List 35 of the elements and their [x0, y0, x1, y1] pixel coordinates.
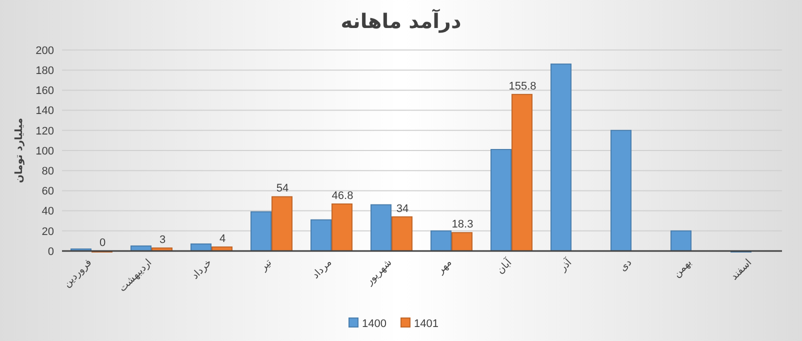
data-label: 4: [219, 232, 226, 245]
y-tick-label: 120: [36, 125, 54, 138]
y-tick-label: 100: [36, 145, 54, 158]
y-tick-label: 140: [36, 105, 54, 118]
y-tick-label: 0: [48, 246, 54, 258]
x-tick-label: شهریور: [364, 257, 394, 288]
data-label: 54: [276, 182, 289, 195]
x-tick-label: مرداد: [310, 257, 334, 282]
chart-title: درآمد ماهانه: [340, 8, 462, 33]
y-tick-label: 20: [42, 226, 54, 238]
x-tick-label: اسفند: [729, 257, 754, 282]
x-tick-label: فروردین: [62, 257, 94, 290]
y-tick-label: 180: [36, 64, 54, 77]
x-tick-label: تیر: [258, 257, 274, 274]
y-tick-label: 40: [42, 206, 54, 218]
data-label: 155.8: [508, 80, 536, 92]
x-tick-label: آبان: [494, 255, 515, 276]
data-label: 46.8: [332, 190, 354, 202]
y-axis-title: میلیارد تومان: [14, 118, 25, 184]
x-tick-label: مهر: [434, 257, 454, 277]
data-label: 0: [99, 237, 106, 249]
x-tick-label: آذر: [556, 255, 575, 274]
x-tick-label: اردیبهشت: [117, 257, 154, 294]
data-label: 3: [159, 234, 166, 246]
x-tick-label: بهمن: [672, 257, 694, 280]
y-tick-label: 200: [36, 44, 54, 57]
y-tick-label: 80: [42, 165, 54, 178]
legend-label: 1401: [414, 318, 438, 330]
y-tick-label: 60: [42, 186, 54, 198]
y-tick-label: 160: [36, 85, 54, 98]
legend-label: 1400: [362, 318, 386, 330]
data-label: 34: [396, 202, 409, 215]
x-tick-label: خرداد: [190, 257, 214, 282]
x-tick-label: دی: [618, 257, 634, 274]
data-label: 18.3: [452, 218, 474, 231]
